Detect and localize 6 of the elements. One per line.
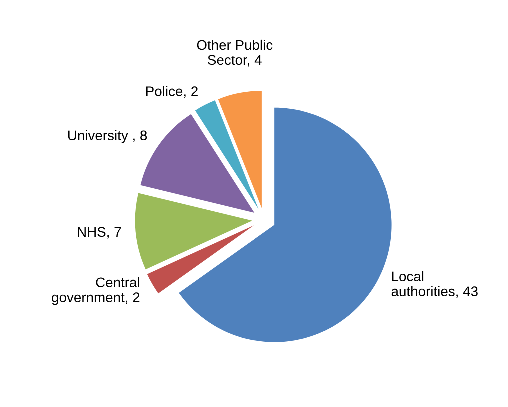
slice-label: Central government, 2 [52,277,140,306]
slice-label: University , 8 [68,130,148,144]
slice-label: Local authorities, 43 [392,271,478,298]
slice-label: Other Public Sector, 4 [197,40,273,67]
slice-label: Police, 2 [146,86,198,98]
slice-label: NHS, 7 [78,227,122,239]
